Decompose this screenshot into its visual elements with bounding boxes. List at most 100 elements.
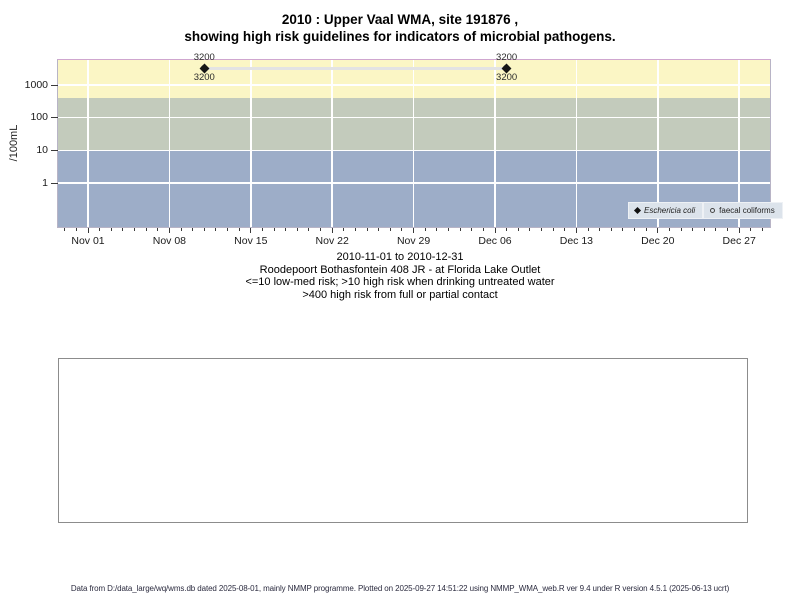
x-axis-tick-minor bbox=[668, 228, 670, 231]
chart-title-line1: 2010 : Upper Vaal WMA, site 191876 , bbox=[281, 12, 519, 27]
x-axis-tick-minor bbox=[296, 228, 298, 231]
gridline-vertical bbox=[412, 60, 415, 227]
gridline-horizontal bbox=[58, 149, 770, 152]
gridline-vertical bbox=[331, 60, 333, 227]
x-axis-tick-minor bbox=[378, 228, 380, 231]
y-tick-label: 10 bbox=[36, 143, 48, 156]
y-axis-tick bbox=[51, 182, 58, 184]
caption-date-range: 2010-11-01 to 2010-12-31 bbox=[336, 251, 464, 263]
x-axis-tick-minor bbox=[517, 228, 519, 231]
x-axis-tick-minor bbox=[320, 228, 322, 231]
legend-item-faecal-coliforms: faecal coliforms bbox=[703, 202, 783, 219]
chart-title-line2: showing high risk guidelines for indicat… bbox=[184, 29, 616, 44]
x-axis-tick-minor bbox=[634, 228, 636, 231]
x-axis-tick-minor bbox=[645, 228, 647, 231]
x-axis-tick-minor bbox=[343, 228, 345, 231]
gridline-vertical bbox=[575, 60, 578, 227]
x-axis-tick-minor bbox=[75, 228, 77, 231]
x-axis-tick-minor bbox=[447, 228, 449, 231]
gridline-vertical bbox=[168, 60, 171, 227]
gridline-vertical bbox=[738, 60, 740, 227]
series-line bbox=[204, 66, 507, 70]
x-axis-tick-minor bbox=[482, 228, 484, 231]
open-circle-icon bbox=[710, 208, 716, 213]
x-axis-tick-minor bbox=[203, 228, 205, 231]
y-axis-tick bbox=[51, 117, 58, 119]
x-tick-label: Nov 22 bbox=[315, 235, 349, 247]
y-axis-tick bbox=[51, 84, 58, 86]
legend-item-ecoli: Eschericia coli bbox=[628, 202, 704, 219]
x-axis-tick-minor bbox=[285, 228, 287, 231]
x-axis-tick-minor bbox=[157, 228, 159, 231]
x-tick-label: Nov 01 bbox=[71, 235, 105, 247]
x-axis-tick-minor bbox=[238, 228, 240, 231]
x-axis-tick-minor bbox=[215, 228, 217, 231]
x-axis-tick-minor bbox=[750, 228, 752, 231]
caption-site-name: Roodepoort Bothasfontein 408 JR - at Flo… bbox=[259, 263, 541, 276]
x-axis-tick-minor bbox=[436, 228, 438, 231]
data-point-label: 3200 bbox=[193, 72, 215, 84]
x-axis-tick-minor bbox=[587, 228, 589, 231]
gridline-horizontal bbox=[58, 116, 770, 119]
x-axis-tick-major bbox=[575, 228, 577, 233]
x-axis-tick-major bbox=[168, 228, 170, 233]
x-axis-tick-major bbox=[413, 228, 415, 233]
x-axis-tick-minor bbox=[227, 228, 229, 231]
filled-diamond-icon bbox=[633, 206, 642, 215]
gridline-vertical bbox=[494, 60, 496, 227]
gridline-vertical bbox=[87, 60, 89, 227]
gridline-vertical bbox=[657, 60, 659, 227]
legend-label-ecoli: Eschericia coli bbox=[644, 206, 696, 215]
data-point-label: 3200 bbox=[496, 52, 518, 64]
x-axis-tick-major bbox=[657, 228, 659, 233]
x-axis-tick-minor bbox=[599, 228, 601, 231]
data-point-label: 3200 bbox=[193, 52, 215, 64]
gridline-vertical bbox=[250, 60, 252, 227]
x-axis-tick-minor bbox=[541, 228, 542, 231]
caption-risk-drinking: <=10 low-med risk; >10 high risk when dr… bbox=[245, 276, 555, 288]
x-tick-label: Dec 13 bbox=[559, 235, 594, 247]
empty-panel bbox=[58, 358, 748, 523]
x-tick-label: Dec 20 bbox=[641, 235, 675, 247]
x-axis-tick-minor bbox=[180, 228, 182, 231]
chart-title: 2010 : Upper Vaal WMA, site 191876 , sho… bbox=[0, 11, 800, 45]
x-axis-tick-minor bbox=[134, 228, 135, 231]
y-tick-label: 1 bbox=[42, 176, 48, 189]
caption-risk-contact: >400 high risk from full or partial cont… bbox=[302, 288, 498, 301]
caption-block: 2010-11-01 to 2010-12-31 Roodepoort Both… bbox=[0, 251, 800, 301]
x-axis-tick-minor bbox=[110, 228, 112, 231]
plot-border bbox=[57, 59, 771, 228]
x-axis-tick-minor bbox=[459, 228, 461, 231]
x-axis-tick-minor bbox=[529, 228, 531, 231]
x-axis-tick-minor bbox=[401, 228, 403, 231]
x-axis-tick-minor bbox=[261, 228, 263, 231]
gridline-horizontal bbox=[58, 182, 770, 184]
x-axis-tick-minor bbox=[192, 228, 194, 231]
x-axis-tick-minor bbox=[122, 228, 124, 231]
x-axis-tick-minor bbox=[622, 228, 624, 231]
x-axis-tick-major bbox=[331, 228, 333, 233]
x-axis-tick-minor bbox=[610, 228, 612, 231]
x-axis-tick-minor bbox=[703, 228, 705, 231]
x-axis-tick-minor bbox=[727, 228, 729, 231]
x-tick-label: Nov 08 bbox=[152, 235, 187, 247]
x-axis-tick-minor bbox=[715, 228, 717, 231]
x-axis-tick-major bbox=[494, 228, 496, 233]
x-axis-tick-minor bbox=[99, 228, 101, 231]
x-axis-tick-minor bbox=[308, 228, 310, 231]
x-axis-tick-minor bbox=[389, 228, 391, 231]
x-tick-label: Nov 15 bbox=[234, 235, 268, 247]
x-axis-tick-minor bbox=[366, 228, 368, 231]
x-axis-tick-minor bbox=[273, 228, 275, 231]
x-axis-tick-major bbox=[738, 228, 740, 233]
x-axis-tick-minor bbox=[552, 228, 554, 231]
x-tick-label: Dec 06 bbox=[478, 235, 512, 247]
x-axis-tick-minor bbox=[761, 228, 763, 231]
x-axis-tick-minor bbox=[680, 228, 682, 231]
x-axis-tick-minor bbox=[64, 228, 66, 231]
legend-label-faecal-coliforms: faecal coliforms bbox=[719, 206, 775, 215]
x-axis-tick-minor bbox=[354, 228, 356, 231]
y-tick-label: 100 bbox=[30, 111, 48, 124]
